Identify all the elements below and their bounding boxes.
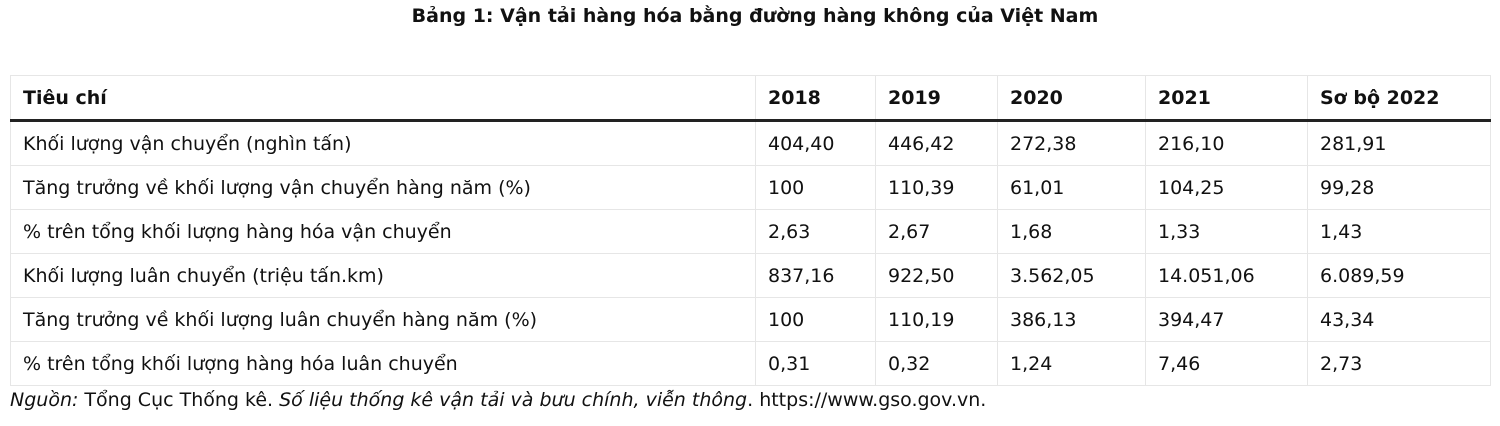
value-cell: 2,67	[875, 209, 998, 254]
header-cell: Tiêu chí	[10, 75, 756, 122]
table-row: Khối lượng luân chuyển (triệu tấn.km) 837…	[10, 253, 1491, 298]
source-label: Nguồn:	[10, 389, 79, 411]
value-cell: 1,24	[997, 341, 1146, 386]
value-cell: 3.562,05	[997, 253, 1146, 298]
header-cell: 2021	[1145, 75, 1308, 122]
row-label: % trên tổng khối lượng hàng hóa luân chu…	[10, 341, 756, 386]
value-cell: 2,63	[755, 209, 876, 254]
row-label: Khối lượng luân chuyển (triệu tấn.km)	[10, 253, 756, 298]
source-url: . https://www.gso.gov.vn.	[747, 389, 987, 411]
value-cell: 272,38	[997, 120, 1146, 166]
value-cell: 43,34	[1307, 297, 1491, 342]
value-cell: 446,42	[875, 120, 998, 166]
value-cell: 61,01	[997, 165, 1146, 210]
value-cell: 216,10	[1145, 120, 1308, 166]
value-cell: 0,32	[875, 341, 998, 386]
row-label: Tăng trưởng về khối lượng vận chuyển hàn…	[10, 165, 756, 210]
value-cell: 100	[755, 297, 876, 342]
value-cell: 0,31	[755, 341, 876, 386]
value-cell: 394,47	[1145, 297, 1308, 342]
value-cell: 404,40	[755, 120, 876, 166]
value-cell: 6.089,59	[1307, 253, 1491, 298]
header-cell: 2019	[875, 75, 998, 122]
table-row: % trên tổng khối lượng hàng hóa vận chuy…	[10, 209, 1491, 254]
value-cell: 99,28	[1307, 165, 1491, 210]
row-label: Tăng trưởng về khối lượng luân chuyển hà…	[10, 297, 756, 342]
row-label: Khối lượng vận chuyển (nghìn tấn)	[10, 120, 756, 166]
source-note: Nguồn: Tổng Cục Thống kê. Số liệu thống …	[10, 389, 986, 411]
value-cell: 386,13	[997, 297, 1146, 342]
row-label: % trên tổng khối lượng hàng hóa vận chuy…	[10, 209, 756, 254]
data-table: Tiêu chí 2018 2019 2020 2021 Sơ bộ 2022 Khối …	[10, 75, 1491, 386]
value-cell: 1,33	[1145, 209, 1308, 254]
header-cell: 2018	[755, 75, 876, 122]
value-cell: 281,91	[1307, 120, 1491, 166]
value-cell: 7,46	[1145, 341, 1308, 386]
table-row: Tăng trưởng về khối lượng luân chuyển hà…	[10, 297, 1491, 342]
value-cell: 1,43	[1307, 209, 1491, 254]
table-row: Tăng trưởng về khối lượng vận chuyển hàn…	[10, 165, 1491, 210]
value-cell: 100	[755, 165, 876, 210]
header-cell: 2020	[997, 75, 1146, 122]
table-row: % trên tổng khối lượng hàng hóa luân chu…	[10, 341, 1491, 386]
value-cell: 104,25	[1145, 165, 1308, 210]
value-cell: 837,16	[755, 253, 876, 298]
value-cell: 14.051,06	[1145, 253, 1308, 298]
table-title: Bảng 1: Vận tải hàng hóa bằng đường hàng…	[411, 5, 1099, 27]
header-row: Tiêu chí 2018 2019 2020 2021 Sơ bộ 2022	[10, 75, 1491, 122]
value-cell: 922,50	[875, 253, 998, 298]
source-publication: Số liệu thống kê vận tải và bưu chính, v…	[273, 389, 748, 411]
value-cell: 2,73	[1307, 341, 1491, 386]
header-cell: Sơ bộ 2022	[1307, 75, 1491, 122]
value-cell: 110,39	[875, 165, 998, 210]
source-agency: Tổng Cục Thống kê.	[78, 389, 274, 411]
value-cell: 1,68	[997, 209, 1146, 254]
table-row: Khối lượng vận chuyển (nghìn tấn) 404,40 4…	[10, 120, 1491, 166]
value-cell: 110,19	[875, 297, 998, 342]
